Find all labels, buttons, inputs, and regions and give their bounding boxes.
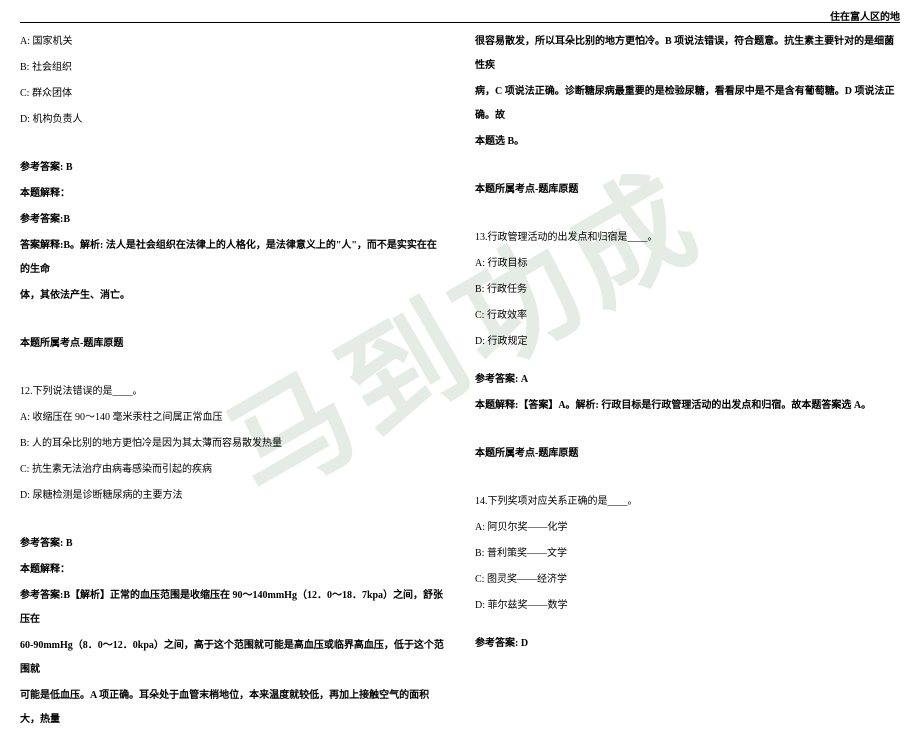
q12-answer-label: 参考答案: B (20, 532, 445, 556)
q12-explain-label: 本题解释： (20, 558, 445, 582)
q11-answer-label: 参考答案: B (20, 156, 445, 180)
q14-answer-label: 参考答案: D (475, 632, 900, 656)
q13-explain: 本题解释:【答案】A。解析: 行政目标是行政管理活动的出发点和归宿。故本题答案选… (475, 394, 900, 418)
q11-option-a: A: 国家机关 (20, 30, 445, 54)
q11-category: 本题所属考点-题库原题 (20, 332, 445, 356)
q12-option-c: C: 抗生素无法治疗由病毒感染而引起的疾病 (20, 458, 445, 482)
q11-explain-text-1: 答案解释:B。解析: 法人是社会组织在法律上的人格化，是法律意义上的"人"，而不… (20, 234, 445, 282)
q13-option-c: C: 行政效率 (475, 304, 900, 328)
q13-option-b: B: 行政任务 (475, 278, 900, 302)
q14-option-a: A: 阿贝尔奖——化学 (475, 516, 900, 540)
q12-option-a: A: 收缩压在 90～140 毫米汞柱之间属正常血压 (20, 406, 445, 430)
q13-option-d: D: 行政规定 (475, 330, 900, 354)
q12-explain-1: 参考答案:B【解析】正常的血压范围是收缩压在 90～140mmHg（12．0～1… (20, 584, 445, 632)
q12-explain-2: 60-90mmHg（8．0～12．0kpa）之间，高于这个范围就可能是高血压或临… (20, 634, 445, 682)
q14-option-c: C: 图灵奖——经济学 (475, 568, 900, 592)
q11-explain-text-2: 体，其依法产生、消亡。 (20, 284, 445, 308)
q12-cont-1: 很容易散发，所以耳朵比别的地方更怕冷。B 项说法错误，符合题意。抗生素主要针对的… (475, 30, 900, 78)
q13-stem: 13.行政管理活动的出发点和归宿是____。 (475, 226, 900, 250)
q12-cont-2: 病，C 项说法正确。诊断糖尿病最重要的是检验尿糖，看看尿中是不是含有葡萄糖。D … (475, 80, 900, 128)
q14-option-d: D: 菲尔兹奖——数学 (475, 594, 900, 618)
q13-option-a: A: 行政目标 (475, 252, 900, 276)
q12-option-d: D: 尿糖检测是诊断糖尿病的主要方法 (20, 484, 445, 508)
q11-option-c: C: 群众团体 (20, 82, 445, 106)
q13-answer-label: 参考答案: A (475, 368, 900, 392)
q11-explain-label: 本题解释： (20, 182, 445, 206)
q12-explain-3: 可能是低血压。A 项正确。耳朵处于血管末梢地位，本来温度就较低，再加上接触空气的… (20, 684, 445, 732)
q14-option-b: B: 普利策奖——文学 (475, 542, 900, 566)
q12-stem: 12.下列说法错误的是____。 (20, 380, 445, 404)
content-area: A: 国家机关 B: 社会组织 C: 群众团体 D: 机构负责人 参考答案: B… (0, 0, 920, 744)
q14-stem: 14.下列奖项对应关系正确的是____。 (475, 490, 900, 514)
q12-option-b: B: 人的耳朵比别的地方更怕冷是因为其太薄而容易散发热量 (20, 432, 445, 456)
q11-option-d: D: 机构负责人 (20, 108, 445, 132)
q12-cont-3: 本题选 B。 (475, 130, 900, 154)
q11-option-b: B: 社会组织 (20, 56, 445, 80)
left-column: A: 国家机关 B: 社会组织 C: 群众团体 D: 机构负责人 参考答案: B… (20, 30, 445, 734)
q13-category: 本题所属考点-题库原题 (475, 442, 900, 466)
right-column: 很容易散发，所以耳朵比别的地方更怕冷。B 项说法错误，符合题意。抗生素主要针对的… (475, 30, 900, 734)
q12-category: 本题所属考点-题库原题 (475, 178, 900, 202)
q11-answer-repeat: 参考答案:B (20, 208, 445, 232)
